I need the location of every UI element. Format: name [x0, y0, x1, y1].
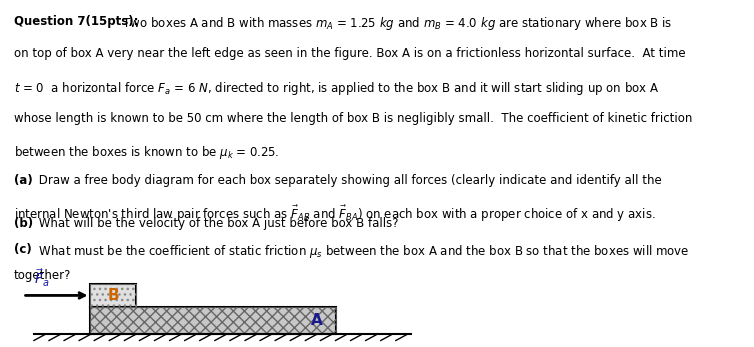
Text: (c): (c)	[14, 243, 32, 256]
Text: together?: together?	[14, 269, 71, 282]
Text: $\vec{F}_a$: $\vec{F}_a$	[34, 268, 49, 289]
Text: What will be the velocity of the box A just before box B falls?: What will be the velocity of the box A j…	[35, 217, 399, 229]
Text: Question 7(15pts):: Question 7(15pts):	[14, 15, 138, 28]
Text: internal Newton's third law pair forces such as $\vec{F}_{AB}$ and $\vec{F}_{BA}: internal Newton's third law pair forces …	[14, 204, 655, 225]
Text: Two boxes A and B with masses $m_A$ = 1.25 $kg$ and $m_B$ = 4.0 $kg$ are station: Two boxes A and B with masses $m_A$ = 1.…	[119, 15, 673, 32]
Text: whose length is known to be 50 cm where the length of box B is negligibly small.: whose length is known to be 50 cm where …	[14, 112, 692, 125]
Text: (b): (b)	[14, 217, 32, 229]
Text: What must be the coefficient of static friction $\mu_s$ between the box A and th: What must be the coefficient of static f…	[35, 243, 690, 260]
Text: B: B	[107, 288, 119, 303]
Text: A: A	[311, 313, 323, 328]
Text: (a): (a)	[14, 174, 32, 187]
FancyBboxPatch shape	[90, 307, 336, 335]
Text: $t$ = 0  a horizontal force $F_a$ = 6 $N$, directed to right, is applied to the : $t$ = 0 a horizontal force $F_a$ = 6 $N$…	[14, 79, 659, 96]
Text: between the boxes is known to be $\mu_k$ = 0.25.: between the boxes is known to be $\mu_k$…	[14, 144, 279, 161]
FancyBboxPatch shape	[90, 284, 136, 307]
Text: Draw a free body diagram for each box separately showing all forces (clearly ind: Draw a free body diagram for each box se…	[35, 174, 662, 187]
Text: on top of box A very near the left edge as seen in the figure. Box A is on a fri: on top of box A very near the left edge …	[14, 47, 685, 60]
